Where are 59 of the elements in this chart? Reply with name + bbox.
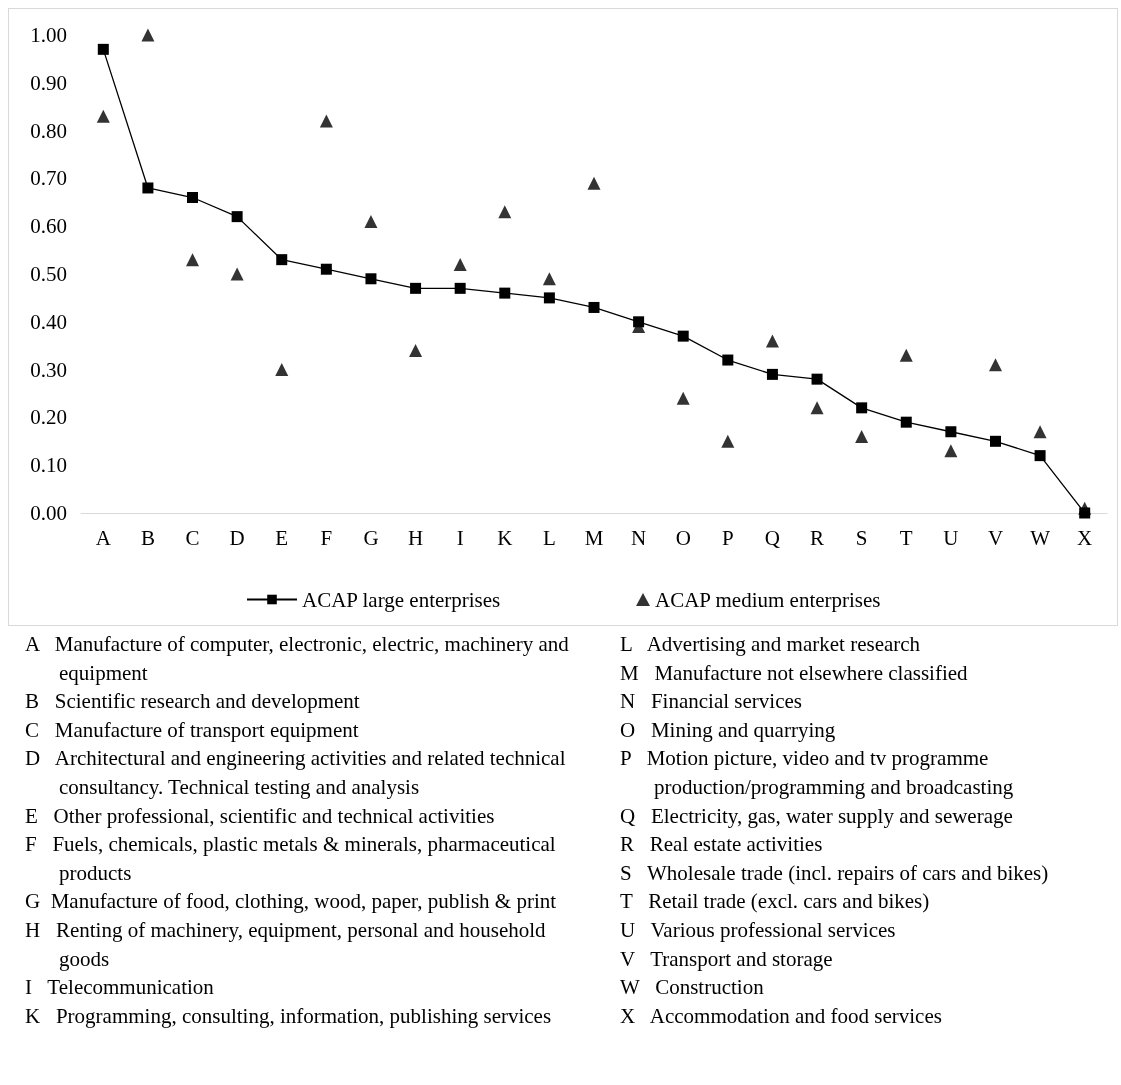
text: S Wholesale trade (incl. repairs of cars and bikes)	[620, 859, 1050, 887]
text: U Various professional services	[620, 916, 897, 944]
text: H Renting of machinery, equipment, personal and household goods	[25, 916, 547, 973]
y-tick-label: 0.50	[30, 262, 67, 286]
text: A Manufacture of computer, electronic, electric, machinery and equipment	[25, 631, 570, 687]
x-tick-label: F	[320, 525, 333, 550]
text: I Telecommunication	[25, 974, 215, 1002]
x-tick-label: S	[855, 525, 868, 550]
x-tick-label: R	[810, 525, 825, 550]
text: B Scientific research and development	[25, 688, 361, 716]
y-tick-label: 0.60	[30, 214, 67, 239]
text: F Fuels, chemicals, plastic metals & minerals, pharmaceutical products	[25, 831, 557, 887]
x-tick-label: X	[1077, 525, 1093, 550]
x-tick-label: H	[407, 525, 424, 550]
x-tick-label: L	[542, 525, 556, 550]
x-tick-label: G	[363, 525, 379, 550]
x-tick-label: E	[275, 525, 289, 550]
y-tick-label: 0.80	[30, 118, 67, 143]
y-tick-label: 0.20	[30, 405, 67, 430]
x-tick-label: C	[185, 525, 200, 550]
x-tick-label: I	[456, 525, 464, 550]
x-tick-label: O	[675, 525, 691, 550]
x-tick-label: B	[140, 525, 155, 550]
y-tick-label: 0.00	[30, 501, 67, 525]
y-tick-label: 0.30	[30, 357, 67, 382]
text: L Advertising and market research	[620, 631, 922, 658]
x-tick-label: M	[584, 525, 604, 550]
text: W Construction	[620, 974, 765, 1002]
y-tick-label: 0.70	[30, 166, 67, 191]
legend-label: ACAP large enterprises	[302, 587, 501, 612]
text: Q Electricity, gas, water supply and sewerage	[620, 802, 1014, 830]
text: D Architectural and engineering activities and related technical consultancy. Technical testing and analysis	[25, 745, 567, 801]
text: E Other professional, scientific and technical activities	[25, 802, 496, 830]
y-tick-label: 0.10	[30, 453, 67, 478]
text: K Programming, consulting, information, publishing services	[25, 1002, 553, 1030]
x-tick-label: A	[95, 525, 112, 550]
x-tick-label: N	[631, 525, 647, 550]
x-tick-label: T	[899, 525, 913, 550]
y-tick-label: 0.90	[30, 70, 67, 95]
text: O Mining and quarrying	[620, 716, 837, 744]
legend-label: ACAP medium enterprises	[655, 587, 881, 612]
x-tick-label: W	[1030, 525, 1051, 550]
text: X Accommodation and food services	[620, 1002, 943, 1030]
x-tick-label: U	[943, 525, 959, 550]
y-tick-label: 0.40	[30, 309, 67, 334]
x-tick-label: V	[987, 525, 1004, 550]
text: C Manufacture of transport equipment	[25, 716, 360, 744]
x-tick-label: P	[721, 525, 734, 550]
text: P Motion picture, video and tv programme production/programming and broadcasting	[620, 745, 1015, 801]
text: T Retail trade (excl. cars and bikes)	[620, 888, 931, 916]
text: M Manufacture not elsewhere classified	[620, 659, 969, 687]
x-tick-label: K	[497, 525, 513, 550]
x-tick-label: Q	[764, 525, 781, 550]
x-tick-label: D	[229, 525, 245, 550]
y-tick-label: 1.00	[30, 23, 67, 47]
text: V Transport and storage	[620, 945, 834, 973]
text: N Financial services	[620, 688, 803, 716]
text: R Real estate activities	[620, 831, 824, 859]
text: G Manufacture of food, clothing, wood, paper, publish & print	[25, 888, 558, 916]
